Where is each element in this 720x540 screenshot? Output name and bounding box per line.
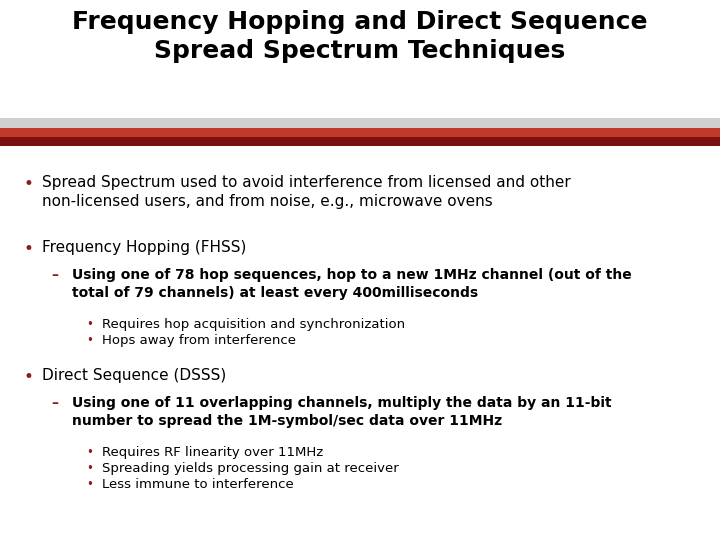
- Text: Frequency Hopping (FHSS): Frequency Hopping (FHSS): [42, 240, 246, 255]
- Bar: [0, 128, 720, 137]
- Text: •: •: [23, 368, 33, 386]
- Text: Spread Spectrum used to avoid interference from licensed and other
non-licensed : Spread Spectrum used to avoid interferen…: [42, 175, 571, 209]
- Text: –: –: [52, 268, 58, 282]
- Text: Spreading yields processing gain at receiver: Spreading yields processing gain at rece…: [102, 462, 399, 475]
- Text: Hops away from interference: Hops away from interference: [102, 334, 296, 347]
- Bar: [0, 128, 720, 146]
- Text: Direct Sequence (DSSS): Direct Sequence (DSSS): [42, 368, 226, 383]
- Text: •: •: [86, 478, 94, 491]
- Bar: [0, 118, 720, 128]
- Text: Frequency Hopping and Direct Sequence
Spread Spectrum Techniques: Frequency Hopping and Direct Sequence Sp…: [72, 10, 648, 63]
- Text: Using one of 78 hop sequences, hop to a new 1MHz channel (out of the
total of 79: Using one of 78 hop sequences, hop to a …: [72, 268, 631, 300]
- Text: –: –: [52, 396, 58, 410]
- Text: •: •: [86, 446, 94, 459]
- Text: •: •: [86, 318, 94, 331]
- Text: •: •: [86, 462, 94, 475]
- Text: Using one of 11 overlapping channels, multiply the data by an 11-bit
number to s: Using one of 11 overlapping channels, mu…: [72, 396, 611, 428]
- Text: •: •: [86, 334, 94, 347]
- Text: Requires hop acquisition and synchronization: Requires hop acquisition and synchroniza…: [102, 318, 405, 331]
- Text: Less immune to interference: Less immune to interference: [102, 478, 294, 491]
- Text: •: •: [23, 240, 33, 258]
- Text: •: •: [23, 175, 33, 193]
- Text: Requires RF linearity over 11MHz: Requires RF linearity over 11MHz: [102, 446, 323, 459]
